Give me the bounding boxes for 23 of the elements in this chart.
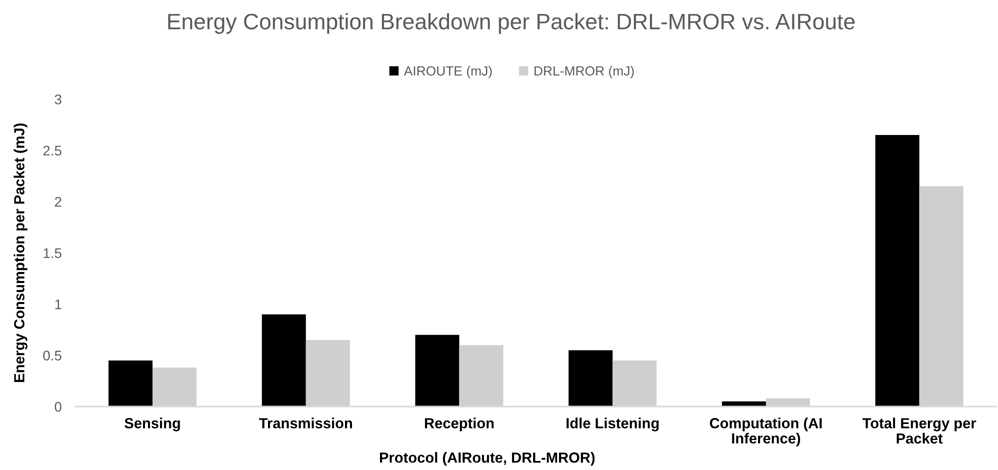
bar [262,314,306,407]
x-axis-title: Protocol (AIRoute, DRL-MROR) [380,452,595,466]
y-tick-label: 0 [54,402,62,412]
x-tick-label: Reception [424,418,494,432]
bar [415,334,460,407]
y-tick-label: 2 [54,196,62,207]
legend-label: AIROUTE (mJ) [404,66,492,78]
x-tick-label: Total Energy per Packet [862,418,976,444]
y-tick-label: 2.5 [43,146,62,156]
legend-label: DRL-MROR (mJ) [534,66,634,78]
bar [108,360,153,407]
x-tick-label: Transmission [259,418,352,428]
y-tick-label: 3 [54,94,62,104]
x-tick-label: Sensing [124,418,180,432]
x-tick-label: Computation (AI Inference) [710,418,822,446]
bar [568,350,613,407]
y-axis-title: Energy Consumption per Packet (mJ) [14,124,28,382]
bar [875,135,920,407]
x-tick-label: Idle Listening [566,418,659,432]
y-tick-label: 1 [55,300,62,310]
y-tick-label: 0.5 [43,350,62,360]
y-tick-label: 1.5 [44,248,62,258]
chart-title: Energy Consumption Breakdown per Packet: DRL-MROR vs. AIRoute [168,13,855,34]
